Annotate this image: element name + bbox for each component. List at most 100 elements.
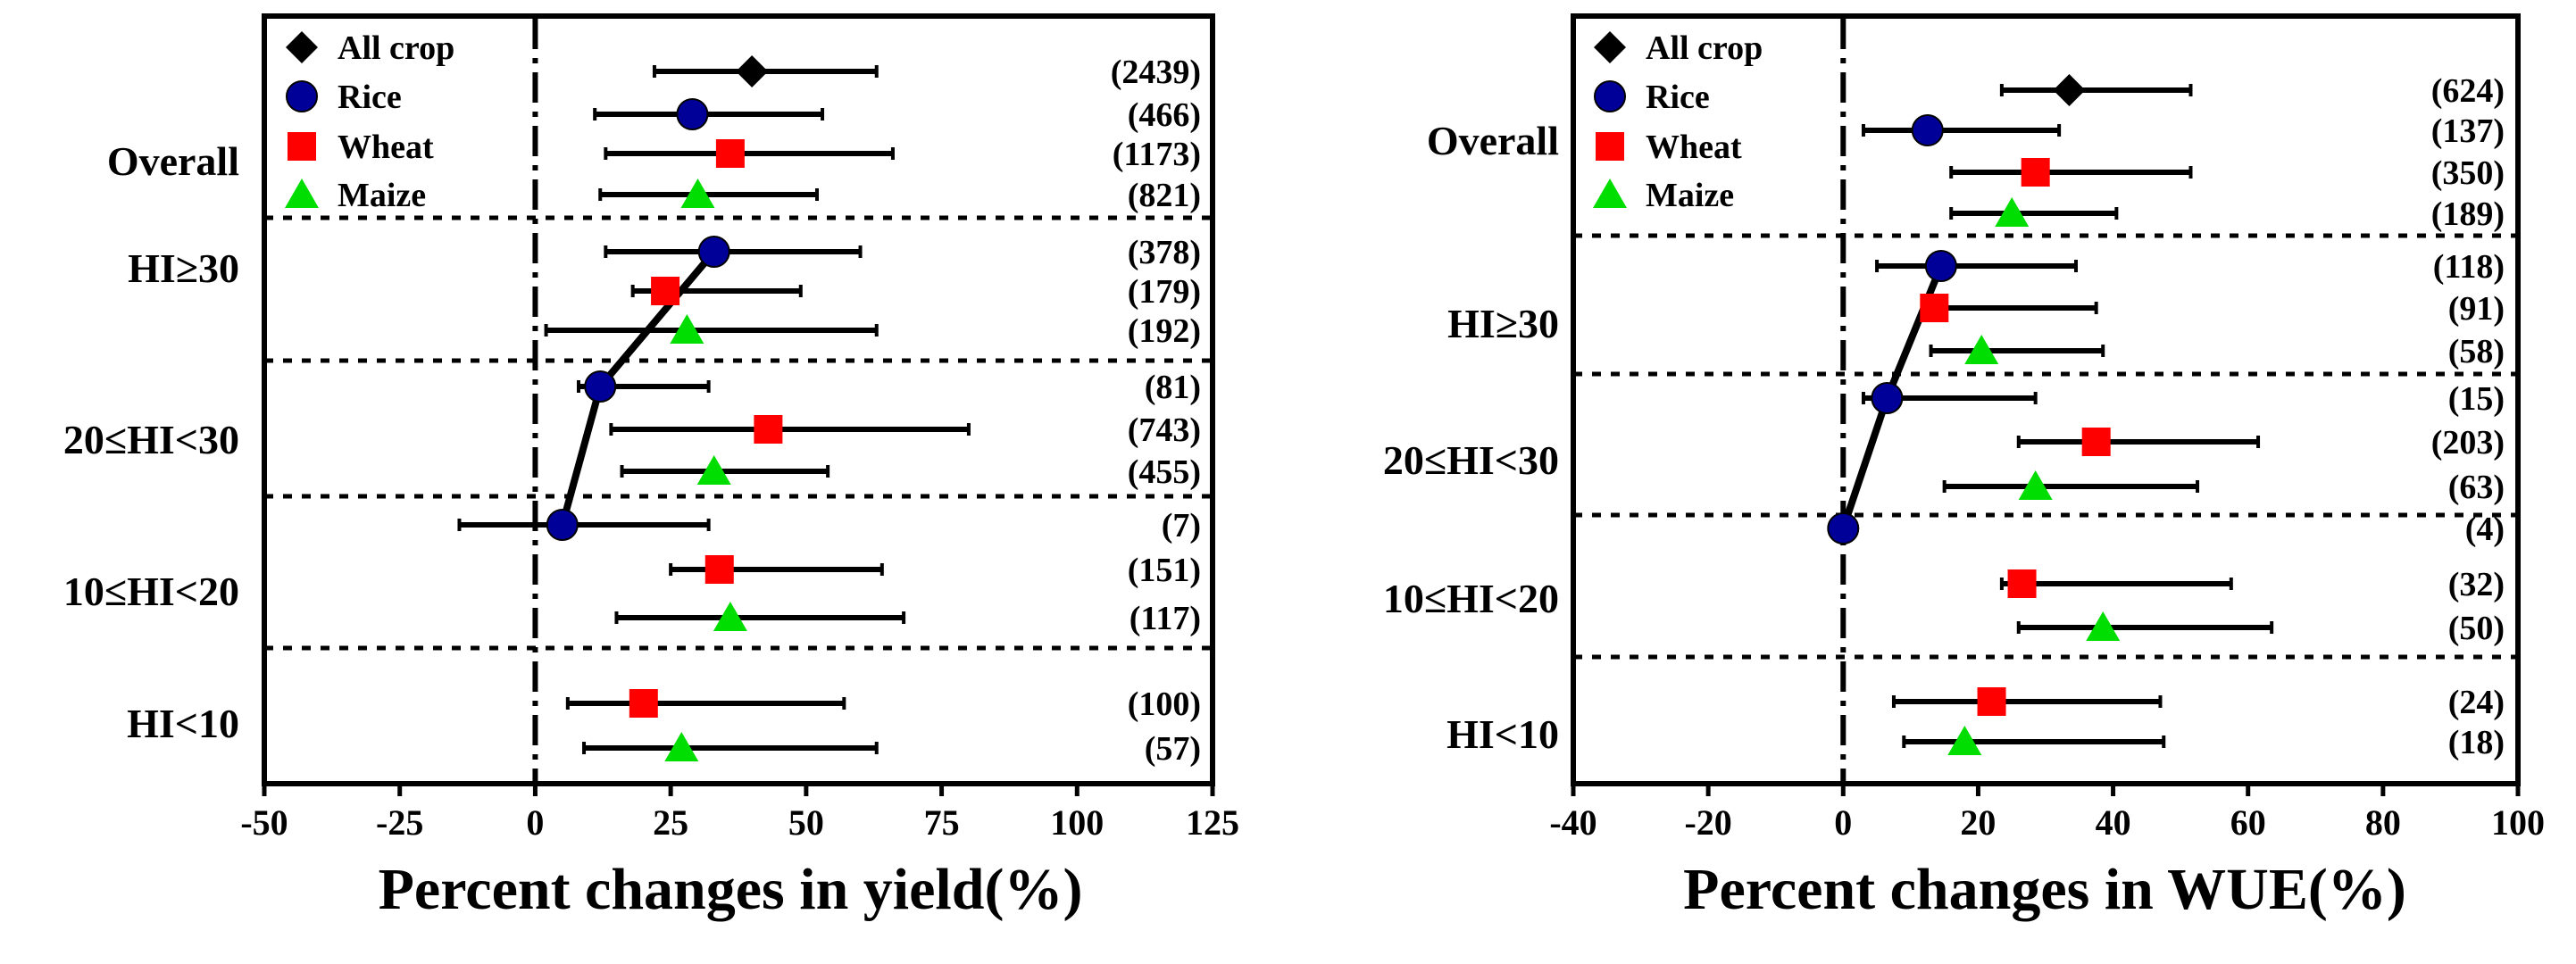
panel-2-maize-point	[1964, 335, 1999, 364]
panel-1-sample-size-label: (7)	[1162, 507, 1201, 544]
panel-1-wheat-point	[704, 555, 734, 584]
panel-2-x-axis-title: Percent changes in WUE(%)	[1683, 857, 2406, 922]
panel-1-sample-size-label: (743)	[1128, 411, 1201, 449]
panel-2-x-tick-label: 0	[1834, 802, 1852, 843]
panel-1-legend-all-crop-marker	[286, 31, 318, 63]
panel-1-frame	[262, 13, 1215, 786]
panel-2-x-tick-label: 60	[2230, 802, 2266, 843]
panel-1-legend-maize-label: Maize	[338, 177, 426, 214]
panel-1-sample-size-label: (821)	[1128, 177, 1201, 214]
panel-2-rice-point	[1911, 114, 1944, 146]
panel-1-legend-wheat-label: Wheat	[338, 129, 434, 166]
panel-2-sample-size-label: (50)	[2448, 610, 2505, 647]
panel-1-x-tick-label: 25	[653, 802, 688, 843]
panel-2-legend-rice-label: Rice	[1646, 79, 1710, 116]
panel-2-sample-size-label: (18)	[2448, 724, 2505, 761]
panel-2-sample-size-label: (32)	[2448, 566, 2505, 603]
panel-2-x-tick-label: 100	[2491, 802, 2545, 843]
panel-1-sample-size-label: (81)	[1145, 369, 1201, 406]
panel-1-maize-point	[680, 179, 715, 208]
panel-2-group-label: 20≤HI<30	[1383, 437, 1559, 483]
panel-1-sample-size-label: (378)	[1128, 234, 1201, 271]
panel-2-x-tick-label: 40	[2096, 802, 2131, 843]
panel-2-sample-size-label: (58)	[2448, 333, 2505, 370]
panel-2-x-tick-label: -20	[1684, 802, 1731, 843]
panel-1-legend-all-crop-label: All crop	[338, 29, 454, 67]
panel-1-legend-maize-marker	[285, 179, 319, 208]
panel-2-maize-point	[1995, 197, 2030, 227]
panel-1-maize-point	[696, 455, 731, 485]
panel-1-rice-point	[697, 236, 730, 268]
panel-1-group-label: 20≤HI<30	[63, 417, 239, 462]
panel-2-wheat-point	[1977, 687, 2006, 716]
panel-1-sample-size-label: (117)	[1130, 600, 1201, 637]
panel-2-maize-point	[2018, 470, 2053, 500]
panel-1-legend-wheat-marker	[288, 132, 316, 161]
panel-2-sample-size-label: (624)	[2431, 72, 2505, 110]
panel-2-all-crop-point	[2053, 74, 2086, 106]
panel-2-legend-wheat-marker	[1596, 132, 1624, 161]
panel-2-wheat-point	[2007, 569, 2037, 598]
panel-2-group-label: 10≤HI<20	[1383, 576, 1559, 621]
panel-1-group-label: 10≤HI<20	[63, 569, 239, 614]
panel-2-maize-point	[2086, 611, 2121, 641]
panel-2-x-tick-label: -40	[1549, 802, 1596, 843]
panel-1-rice-point	[546, 509, 579, 541]
panel-2-sample-size-label: (189)	[2431, 195, 2505, 233]
panel-1-wheat-point	[651, 277, 680, 305]
panel-2-rice-point	[1924, 250, 1957, 282]
panel-2-sample-size-label: (137)	[2431, 112, 2505, 150]
panel-1-x-tick-label: -50	[240, 802, 288, 843]
panel-1-group-label: HI≥30	[128, 245, 239, 291]
panel-1-sample-size-label: (455)	[1128, 453, 1201, 491]
panel-1-maize-point	[664, 732, 699, 761]
panel-1-sample-size-label: (2439)	[1111, 54, 1201, 91]
panel-2-rice-point	[1827, 512, 1860, 544]
panel-1-x-tick-label: 100	[1050, 802, 1104, 843]
panel-2-sample-size-label: (91)	[2448, 290, 2505, 328]
panel-2-sample-size-label: (24)	[2448, 684, 2505, 721]
panel-1-maize-point	[670, 314, 704, 344]
panel-1-legend-rice-label: Rice	[338, 79, 402, 116]
panel-2-legend-wheat-label: Wheat	[1646, 129, 1742, 166]
panel-2-sample-size-label: (4)	[2465, 511, 2505, 548]
panel-1-x-tick-label: 75	[924, 802, 960, 843]
panel-2-wheat-point	[2021, 158, 2050, 187]
panel-1-all-crop-point	[736, 55, 769, 87]
panel-1-rice-point	[676, 98, 709, 130]
panel-2-legend-maize-marker	[1593, 179, 1627, 208]
panel-1-wheat-point	[629, 689, 658, 718]
panel-2-sample-size-label: (118)	[2433, 248, 2505, 286]
panel-1-sample-size-label: (466)	[1128, 96, 1201, 134]
panel-2-legend-rice-marker	[1594, 80, 1626, 112]
panel-2-legend-maize-label: Maize	[1646, 177, 1734, 214]
panel-2-frame	[1571, 13, 2521, 786]
panel-2-x-tick-label: 80	[2365, 802, 2401, 843]
panel-1-rice-point	[584, 370, 617, 403]
panel-2-legend-all-crop-marker	[1594, 31, 1626, 63]
panel-1-sample-size-label: (192)	[1128, 312, 1201, 350]
panel-1-sample-size-label: (100)	[1128, 686, 1201, 723]
panel-1-wheat-point	[715, 139, 745, 168]
panel-2-group-label: Overall	[1427, 118, 1559, 163]
panel-2-legend-all-crop-label: All crop	[1646, 29, 1763, 67]
panel-2-sample-size-label: (350)	[2431, 154, 2505, 192]
panel-2-wheat-point	[2081, 428, 2111, 456]
panel-1-sample-size-label: (151)	[1128, 552, 1201, 589]
panel-1-x-tick-label: 0	[526, 802, 544, 843]
panel-2-wheat-point	[1920, 294, 1949, 322]
panel-1-legend-rice-marker	[286, 80, 318, 112]
panel-2-group-label: HI<10	[1446, 711, 1559, 757]
panel-1-sample-size-label: (179)	[1128, 273, 1201, 311]
panel-2-maize-point	[1947, 726, 1982, 755]
panel-2-sample-size-label: (15)	[2448, 380, 2505, 418]
panel-1-x-tick-label: -25	[376, 802, 423, 843]
panel-2-group-label: HI≥30	[1447, 301, 1559, 346]
panel-1-group-label: HI<10	[127, 701, 239, 746]
panel-1-x-axis-title: Percent changes in yield(%)	[379, 857, 1083, 922]
panel-1-group-label: Overall	[107, 138, 239, 184]
panel-1-x-tick-label: 125	[1186, 802, 1239, 843]
panel-2-sample-size-label: (203)	[2431, 424, 2505, 461]
